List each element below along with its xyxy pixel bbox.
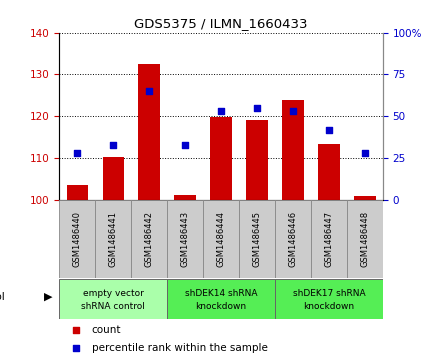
Text: shRNA control: shRNA control xyxy=(81,302,145,311)
Point xyxy=(218,108,225,114)
Point xyxy=(72,327,79,333)
Text: knockdown: knockdown xyxy=(195,302,247,311)
Text: GSM1486447: GSM1486447 xyxy=(324,211,334,267)
Bar xyxy=(210,117,232,200)
Bar xyxy=(275,278,383,319)
Text: GSM1486446: GSM1486446 xyxy=(289,211,297,267)
Bar xyxy=(139,64,160,200)
Bar xyxy=(59,278,167,319)
Bar xyxy=(246,120,268,200)
Bar xyxy=(167,278,275,319)
Point xyxy=(326,127,333,132)
Bar xyxy=(282,100,304,200)
Bar xyxy=(174,195,196,200)
Bar xyxy=(167,200,203,278)
Text: GSM1486443: GSM1486443 xyxy=(181,211,190,267)
Bar xyxy=(66,185,88,200)
Text: ▶: ▶ xyxy=(44,292,53,302)
Bar xyxy=(59,200,95,278)
Title: GDS5375 / ILMN_1660433: GDS5375 / ILMN_1660433 xyxy=(134,17,308,30)
Bar xyxy=(131,200,167,278)
Bar xyxy=(354,196,376,200)
Text: percentile rank within the sample: percentile rank within the sample xyxy=(92,343,268,353)
Text: knockdown: knockdown xyxy=(303,302,355,311)
Text: shDEK14 shRNA: shDEK14 shRNA xyxy=(185,289,257,298)
Text: shDEK17 shRNA: shDEK17 shRNA xyxy=(293,289,365,298)
Text: GSM1486444: GSM1486444 xyxy=(216,211,226,267)
Text: GSM1486441: GSM1486441 xyxy=(109,211,118,267)
Text: GSM1486440: GSM1486440 xyxy=(73,211,82,267)
Bar xyxy=(103,157,124,200)
Point xyxy=(72,345,79,351)
Bar xyxy=(203,200,239,278)
Text: GSM1486445: GSM1486445 xyxy=(253,211,261,267)
Text: count: count xyxy=(92,325,121,335)
Bar xyxy=(318,144,340,200)
Point xyxy=(290,108,297,114)
Bar xyxy=(347,200,383,278)
Text: GSM1486448: GSM1486448 xyxy=(360,211,369,267)
Bar xyxy=(239,200,275,278)
Point xyxy=(74,150,81,156)
Bar xyxy=(311,200,347,278)
Point xyxy=(146,88,153,94)
Text: GSM1486442: GSM1486442 xyxy=(145,211,154,267)
Bar xyxy=(275,200,311,278)
Point xyxy=(361,150,368,156)
Bar xyxy=(95,200,131,278)
Point xyxy=(253,105,260,111)
Point xyxy=(182,142,189,147)
Text: empty vector: empty vector xyxy=(83,289,144,298)
Text: protocol: protocol xyxy=(0,292,4,302)
Point xyxy=(110,142,117,147)
